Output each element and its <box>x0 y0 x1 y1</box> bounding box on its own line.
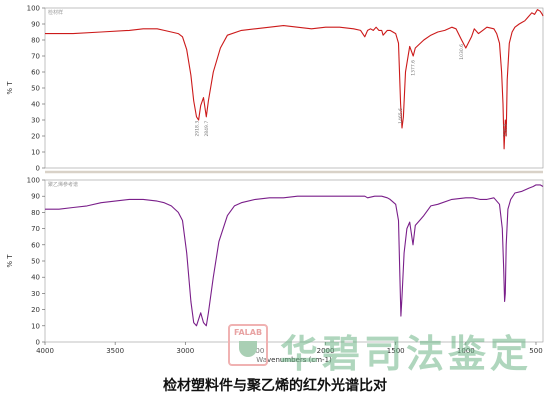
y-tick-label: 40 <box>31 101 40 109</box>
figure-caption: 检材塑料件与聚乙烯的红外光谱比对 <box>163 378 387 394</box>
y-tick-label: 80 <box>31 37 40 45</box>
falab-badge-logo: FALAB <box>228 324 268 366</box>
y-axis-title: % T <box>6 254 14 268</box>
y-tick-label: 60 <box>31 69 40 77</box>
x-tick-label: 2000 <box>317 347 335 355</box>
peak-label: 2918.3 <box>194 121 200 137</box>
y-tick-label: 40 <box>31 274 40 282</box>
x-tick-label: 4000 <box>36 347 54 355</box>
y-tick-label: 50 <box>31 85 40 93</box>
y-tick-label: 10 <box>31 322 40 330</box>
spectrum-line <box>45 184 544 327</box>
spectrum-line <box>45 9 544 150</box>
plot-frame <box>44 7 544 169</box>
y-tick-label: 0 <box>36 165 40 173</box>
y-tick-label: 90 <box>31 21 40 29</box>
y-tick-label: 50 <box>31 258 40 266</box>
y-tick-label: 100 <box>27 5 40 13</box>
peak-label: 720.3 <box>503 124 509 137</box>
x-tick-label: 1000 <box>457 347 475 355</box>
plot-frame <box>44 179 544 343</box>
y-tick-label: 20 <box>31 133 40 141</box>
y-tick-label: 90 <box>31 193 40 201</box>
peak-label: 2849.7 <box>204 121 210 137</box>
y-tick-label: 0 <box>36 339 40 347</box>
x-tick-label: 1500 <box>387 347 405 355</box>
falab-badge-text: FALAB <box>233 328 263 337</box>
peak-label: 1030.6 <box>459 44 465 60</box>
x-tick-label: 3500 <box>106 347 124 355</box>
watermark-text: 华碧司法鉴定 <box>280 332 533 376</box>
y-tick-label: 70 <box>31 225 40 233</box>
y-tick-label: 20 <box>31 306 40 314</box>
y-axis-title: % T <box>6 81 14 95</box>
panel-label: 聚乙烯参考谱 <box>48 181 78 188</box>
y-tick-label: 10 <box>31 149 40 157</box>
peak-label: 1377.6 <box>410 60 416 76</box>
x-tick-label: 3000 <box>176 347 194 355</box>
y-tick-label: 80 <box>31 209 40 217</box>
y-tick-label: 30 <box>31 117 40 125</box>
y-tick-label: 70 <box>31 53 40 61</box>
panel-label: 检材样 <box>48 9 63 16</box>
y-tick-label: 100 <box>27 177 40 185</box>
shield-icon <box>239 341 257 357</box>
sample-spectrum-panel: 0 10 20 30 40 50 60 70 80 90 100 % T 检材样 2918.3 2849.7… <box>6 5 544 173</box>
peak-label: 1465.6 <box>398 108 404 124</box>
y-tick-label: 30 <box>31 290 40 298</box>
y-tick-label: 60 <box>31 241 40 249</box>
watermark: FALAB 华碧司法鉴定 <box>228 320 546 376</box>
polyethylene-spectrum-panel: 0 10 20 30 40 50 60 70 80 90 100 % T 聚乙烯参考谱 4000 3500 3… <box>6 177 544 364</box>
x-tick-label: 500 <box>529 347 542 355</box>
x-axis-title: Wavenumbers (cm-1) <box>256 356 332 364</box>
